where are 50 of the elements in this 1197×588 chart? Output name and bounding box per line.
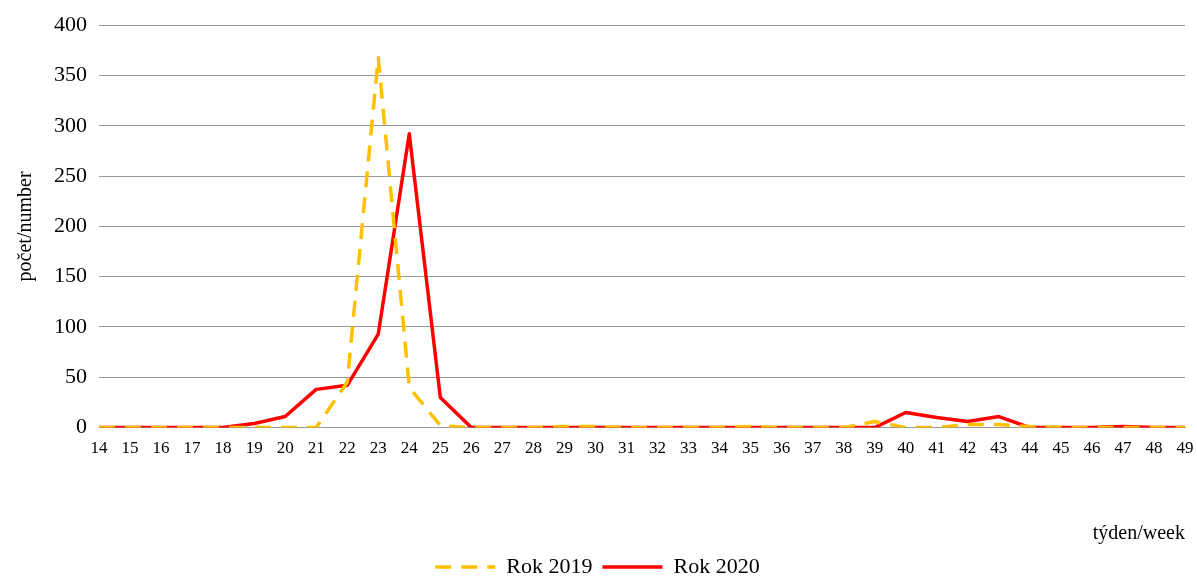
x-tick-label: 31 (617, 438, 635, 458)
x-tick-label: 27 (493, 438, 512, 458)
x-tick-label: 40 (897, 438, 915, 458)
legend-label: Rok 2019 (506, 552, 593, 578)
x-tick-label: 36 (773, 438, 791, 458)
y-tick-label: 250 (54, 161, 87, 187)
x-axis-title: týden/week (1092, 521, 1185, 545)
y-tick-label: 100 (54, 312, 87, 338)
x-tick-label: 38 (835, 438, 853, 458)
x-tick-label: 22 (338, 438, 356, 458)
x-tick-label: 24 (400, 438, 419, 458)
x-tick-label: 30 (586, 438, 604, 458)
x-tick-label: 20 (276, 438, 294, 458)
x-tick-label: 14 (90, 438, 108, 458)
y-tick-label: 0 (76, 413, 87, 439)
x-tick-label: 35 (742, 438, 760, 458)
x-tick-label: 17 (183, 438, 202, 458)
x-tick-label: 48 (1145, 438, 1163, 458)
y-tick-label: 400 (54, 10, 87, 36)
y-tick-label: 200 (54, 212, 87, 238)
x-tick-label: 49 (1176, 438, 1194, 458)
x-tick-label: 28 (524, 438, 542, 458)
x-tick-label: 26 (462, 438, 480, 458)
x-tick-label: 46 (1083, 438, 1101, 458)
x-tick-label: 15 (121, 438, 139, 458)
x-tick-label: 44 (1021, 438, 1039, 458)
x-tick-label: 19 (245, 438, 263, 458)
y-axis-title: počet/number (13, 171, 37, 282)
y-tick-label: 150 (54, 262, 87, 288)
x-tick-label: 23 (369, 438, 387, 458)
x-tick-label: 43 (990, 438, 1008, 458)
y-tick-label: 300 (54, 111, 87, 137)
x-tick-label: 45 (1052, 438, 1070, 458)
y-tick-label: 350 (54, 61, 87, 87)
y-tick-label: 50 (65, 363, 87, 389)
x-tick-label: 32 (649, 438, 667, 458)
x-tick-label: 47 (1114, 438, 1132, 458)
x-tick-label: 29 (555, 438, 573, 458)
x-tick-label: 33 (680, 438, 698, 458)
line-series (97, 55, 1187, 428)
x-tick-label: 25 (431, 438, 449, 458)
x-tick-label: 21 (307, 438, 325, 458)
x-tick-label: 34 (711, 438, 729, 458)
legend-label: Rok 2020 (673, 552, 760, 578)
x-tick-label: 16 (152, 438, 170, 458)
x-tick-label: 42 (959, 438, 977, 458)
x-tick-label: 37 (804, 438, 822, 458)
x-tick-label: 41 (928, 438, 946, 458)
x-tick-label: 18 (214, 438, 232, 458)
x-tick-label: 39 (866, 438, 884, 458)
